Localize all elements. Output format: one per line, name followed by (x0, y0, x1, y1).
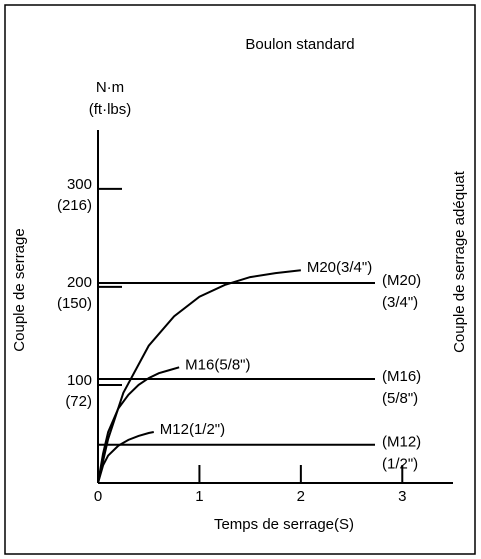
x-tick-label: 0 (94, 488, 102, 505)
level-label: (3/4") (382, 294, 418, 311)
curve (97, 431, 154, 484)
curve (97, 269, 301, 484)
y2-axis-label: Couple de serrage adéquat (451, 170, 468, 353)
curve-label: M16(5/8") (185, 356, 250, 373)
level-label: (5/8") (382, 390, 418, 407)
level-label: (M20) (382, 272, 421, 289)
y-unit: N·m (96, 79, 124, 96)
chart-title: Boulon standard (245, 36, 354, 53)
x-tick-label: 3 (398, 488, 406, 505)
y-tick-alt-label: (216) (57, 197, 92, 214)
y-tick-alt-label: (72) (65, 393, 92, 410)
curve (97, 366, 180, 484)
level-label: (M12) (382, 434, 421, 451)
x-tick-label: 2 (297, 488, 305, 505)
y-tick-label: 100 (67, 372, 92, 389)
y-axis-label: Couple de serrage (11, 228, 28, 351)
level-label: (1/2") (382, 456, 418, 473)
x-tick-label: 1 (195, 488, 203, 505)
y-tick-label: 200 (67, 274, 92, 291)
y-unit-alt: (ft·lbs) (89, 101, 132, 118)
level-label: (M16) (382, 368, 421, 385)
frame (4, 4, 476, 555)
x-axis-label: Temps de serrage(S) (214, 516, 354, 533)
y-tick-alt-label: (150) (57, 295, 92, 312)
curve-label: M20(3/4") (307, 259, 372, 276)
y-tick-label: 300 (67, 176, 92, 193)
curve-label: M12(1/2") (160, 421, 225, 438)
